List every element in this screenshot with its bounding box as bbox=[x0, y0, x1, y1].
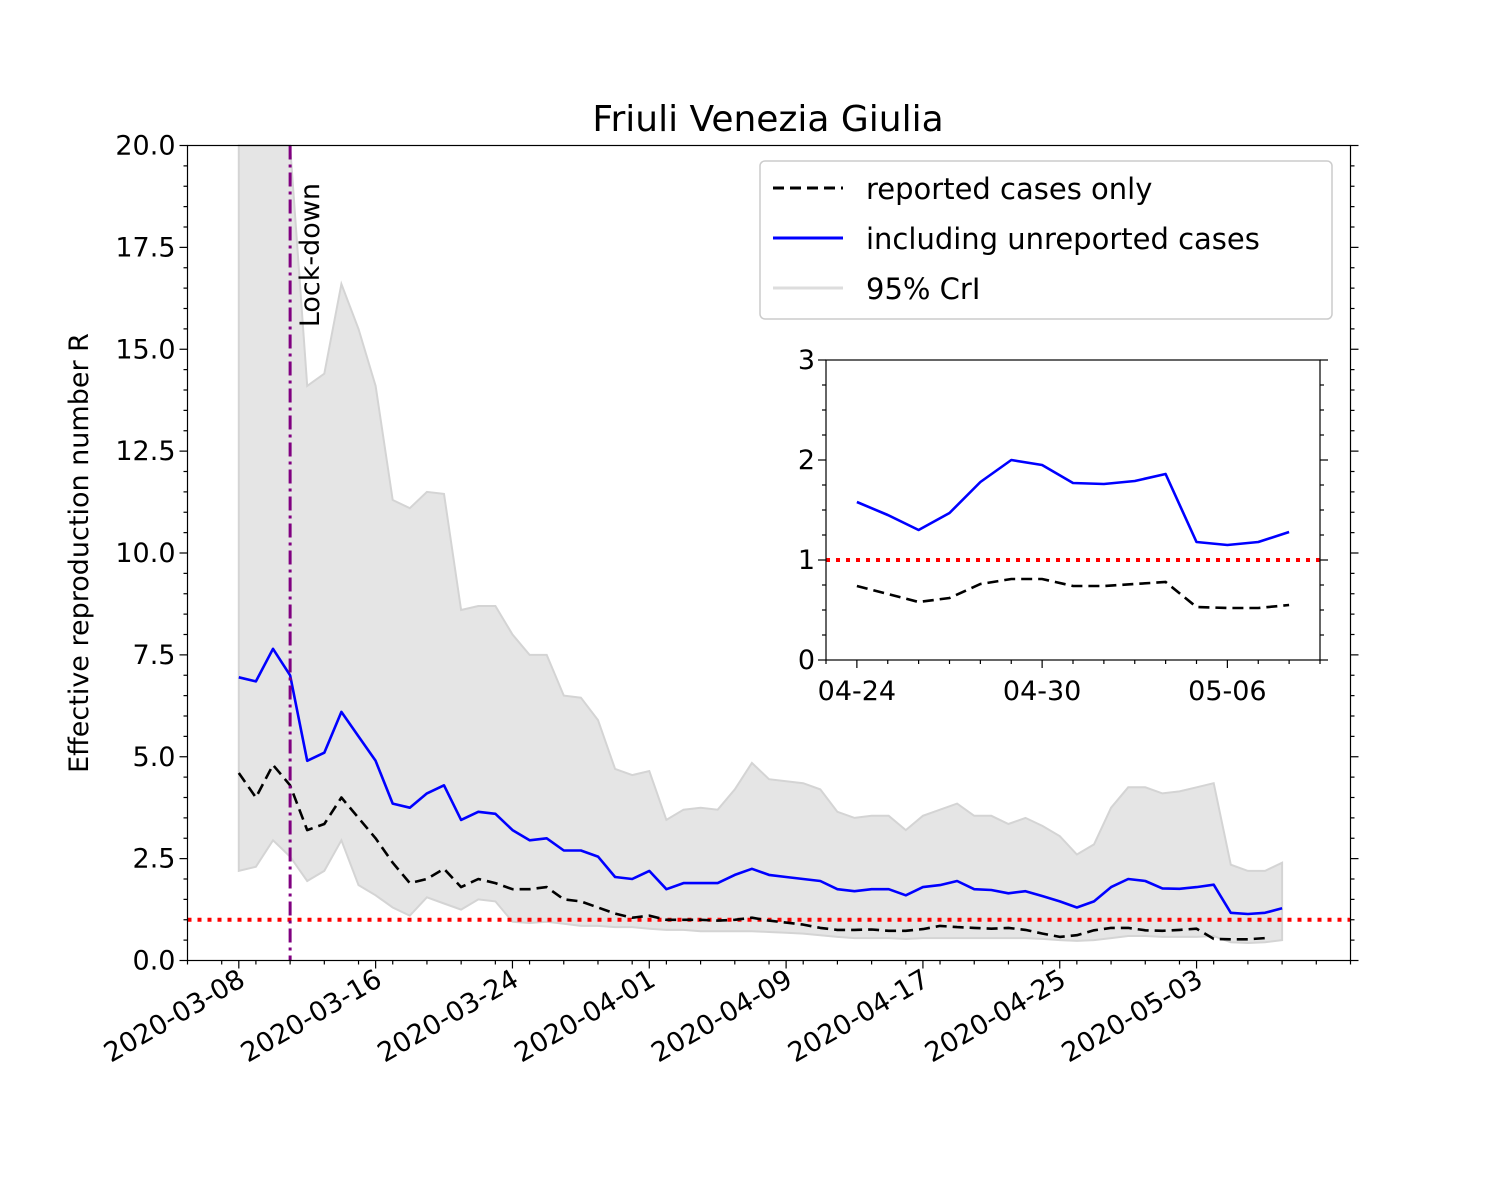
inset-background bbox=[826, 360, 1320, 660]
x-tick-label: 2020-04-01 bbox=[509, 964, 660, 1069]
y-tick-label: 17.5 bbox=[115, 232, 175, 263]
y-tick-label: 2.5 bbox=[133, 844, 176, 875]
lockdown-label: Lock-down bbox=[295, 183, 326, 327]
chart-title: Friuli Venezia Giulia bbox=[592, 99, 943, 140]
inset-reported-line bbox=[856, 577, 1290, 610]
y-tick-label: 10.0 bbox=[115, 538, 175, 569]
series-including-line bbox=[238, 647, 1283, 916]
y-axis-title: Effective reproduction number R bbox=[64, 333, 95, 773]
x-tick-label: 2020-04-09 bbox=[646, 964, 797, 1069]
inset-y-tick-label: 3 bbox=[798, 345, 815, 376]
legend: reported cases only including unreported… bbox=[759, 160, 1333, 320]
inset-plot: 0 1 2 3 04-24 04-30 05-06 bbox=[798, 345, 1328, 707]
inset-x-tick-label: 04-24 bbox=[818, 676, 896, 707]
inset-x-tick-label: 04-30 bbox=[1003, 676, 1081, 707]
legend-box bbox=[759, 160, 1333, 320]
credible-interval-band bbox=[237, 144, 1284, 945]
legend-label-reported: reported cases only bbox=[866, 172, 1152, 206]
x-tick-label: 2020-04-25 bbox=[920, 964, 1071, 1069]
series-reported-line bbox=[237, 763, 1266, 941]
y-tick-label: 5.0 bbox=[133, 742, 176, 773]
x-tick-label: 2020-03-16 bbox=[236, 964, 387, 1069]
x-tick-label: 2020-04-17 bbox=[783, 964, 934, 1069]
inset-y-tick-label: 0 bbox=[798, 645, 815, 676]
legend-label-band: 95% CrI bbox=[866, 272, 980, 306]
legend-label-including: including unreported cases bbox=[866, 222, 1260, 256]
y-tick-label: 20.0 bbox=[115, 131, 175, 162]
y-tick-label: 0.0 bbox=[133, 946, 176, 977]
inset-including-line bbox=[856, 458, 1290, 547]
y-tick-label: 15.0 bbox=[115, 334, 175, 365]
x-tick-label: 2020-05-03 bbox=[1057, 964, 1208, 1069]
y-tick-label: 7.5 bbox=[133, 640, 176, 671]
inset-x-tick-label: 05-06 bbox=[1188, 676, 1266, 707]
y-tick-label: 12.5 bbox=[115, 436, 175, 467]
inset-y-tick-label: 2 bbox=[798, 445, 815, 476]
x-tick-label: 2020-03-08 bbox=[99, 964, 250, 1069]
inset-y-tick-label: 1 bbox=[798, 545, 815, 576]
x-tick-label: 2020-03-24 bbox=[373, 964, 524, 1069]
